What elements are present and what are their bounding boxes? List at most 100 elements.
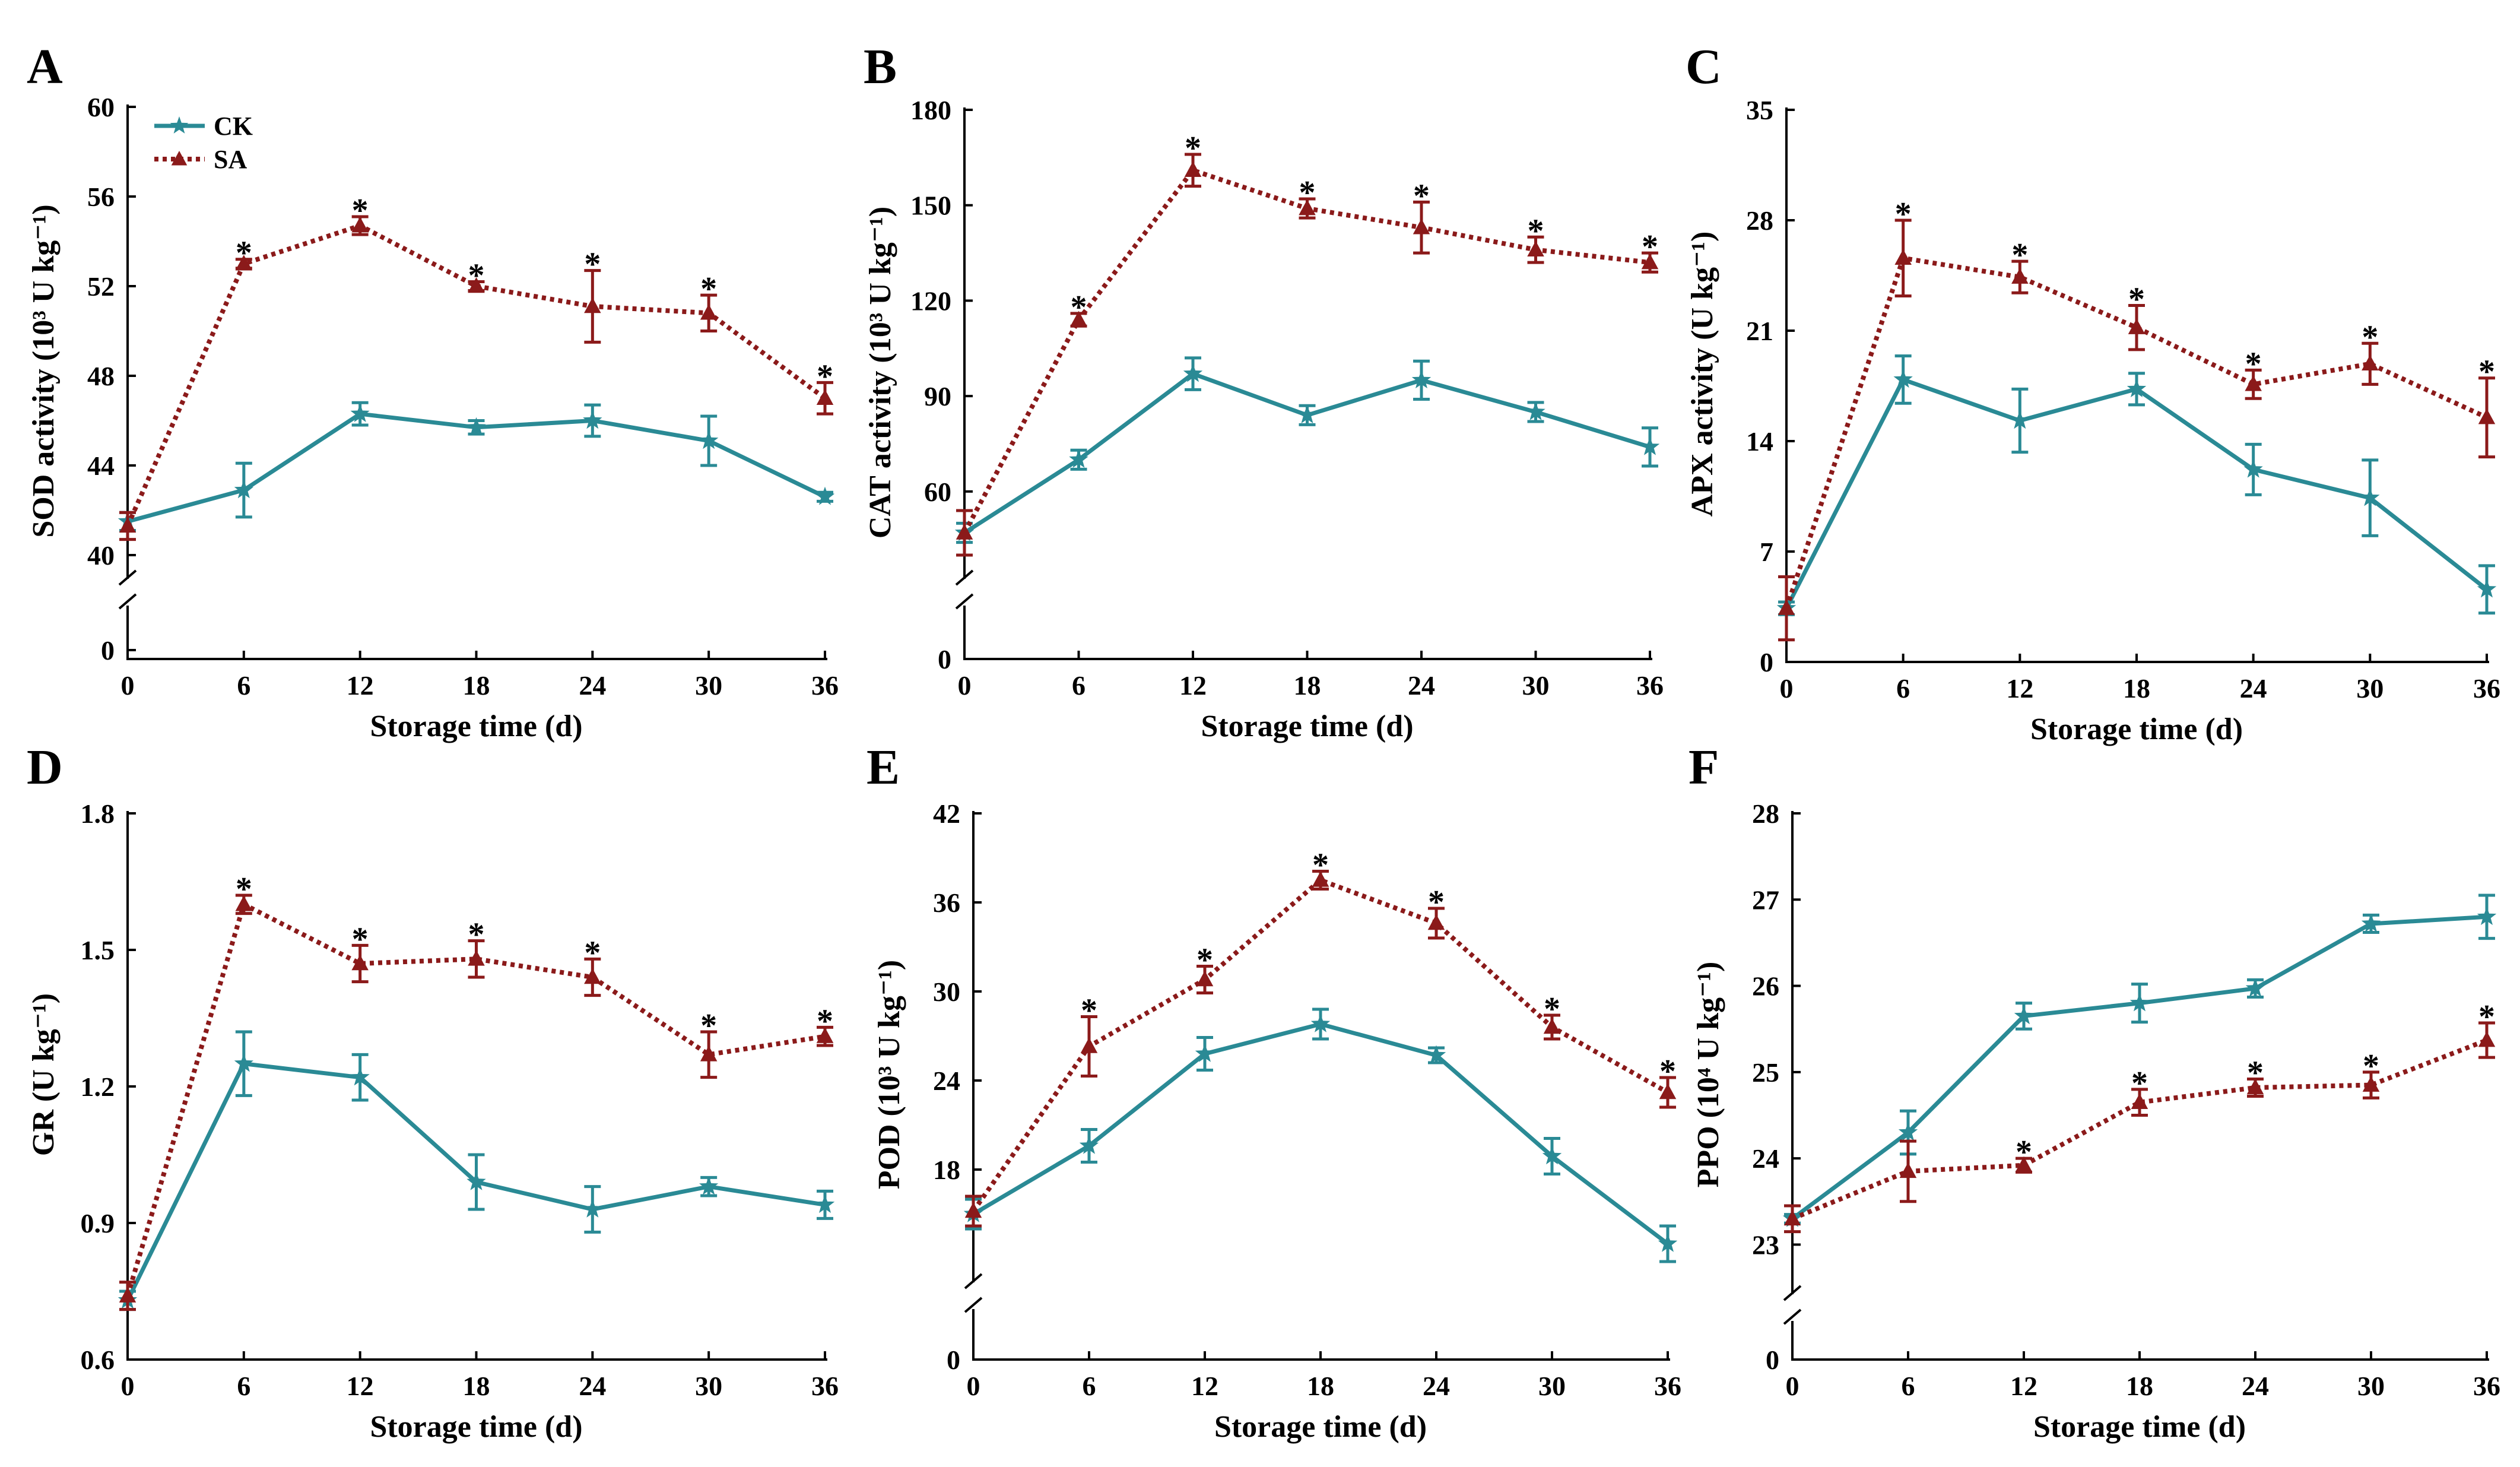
data-point: [956, 524, 973, 540]
data-point: [1413, 218, 1430, 235]
legend-sa-label: SA: [214, 145, 247, 174]
x-tick-label: 6: [1083, 1371, 1096, 1401]
data-point: [1426, 1045, 1446, 1064]
x-tick-label: 0: [121, 1371, 135, 1401]
data-point: [2478, 408, 2496, 424]
data-point: [351, 217, 369, 233]
y-axis-title: APX activity (U kg⁻¹): [1686, 232, 1719, 517]
data-point: [700, 304, 718, 320]
legend-ck-label: CK: [214, 112, 253, 141]
x-tick-label: 6: [1896, 673, 1910, 704]
significance-mark: *: [700, 271, 717, 308]
x-tick-label: 24: [2240, 673, 2267, 704]
significance-mark: *: [1071, 289, 1087, 326]
x-axis-title: Storage time (d): [1201, 709, 1413, 743]
series-sa: [1783, 1021, 2496, 1234]
data-point: [1299, 199, 1316, 216]
x-tick-label: 6: [1072, 670, 1086, 701]
x-tick-label: 36: [1654, 1371, 1681, 1401]
data-point: [234, 480, 253, 499]
data-point: [350, 404, 370, 422]
data-point: [1312, 871, 1329, 887]
y-tick-label: 25: [1752, 1057, 1779, 1088]
x-tick-label: 30: [695, 1371, 722, 1401]
data-point: [1427, 914, 1445, 930]
panel-letter: F: [1689, 740, 1719, 795]
data-point: [583, 410, 602, 429]
data-point: [699, 1176, 719, 1195]
x-tick-label: 6: [1902, 1371, 1915, 1401]
data-point: [1183, 363, 1203, 382]
data-point: [468, 950, 485, 966]
significance-mark: *: [2247, 1054, 2264, 1091]
significance-mark: *: [236, 235, 252, 272]
panel-letter: E: [867, 740, 900, 795]
significance-mark: *: [1196, 942, 1213, 979]
data-point: [1411, 370, 1432, 389]
significance-mark: *: [1659, 1053, 1676, 1090]
panel-letter: B: [864, 39, 897, 94]
chart-panel-D: D 0.6 0.9 1.2 1.5 1.8 0 6 12 18 24 30 36 Storage time…: [27, 740, 839, 1444]
y-tick-label: 0.6: [81, 1345, 115, 1375]
significance-mark: *: [2362, 319, 2378, 356]
data-point: [2361, 914, 2381, 932]
significance-mark: *: [468, 257, 485, 294]
x-tick-label: 30: [1538, 1371, 1566, 1401]
data-point: [1080, 1037, 1098, 1053]
y-tick-label: 56: [87, 182, 115, 212]
data-point: [2010, 410, 2030, 429]
data-point: [816, 1027, 834, 1043]
chart-panel-A: A 0 40 44 48 52 56 60 0 6 12 18 24 30 36 Storage time (…: [27, 39, 839, 743]
axis-break-mark: [955, 569, 974, 586]
data-point: [1640, 436, 1660, 455]
y-tick-label: 52: [87, 271, 115, 302]
y-tick-label: 1.2: [81, 1072, 115, 1102]
x-tick-label: 18: [1294, 670, 1321, 701]
y-tick-label: 180: [910, 95, 951, 125]
y-tick-label: 0.9: [81, 1208, 115, 1238]
x-tick-label: 24: [1423, 1371, 1450, 1401]
x-tick-label: 12: [1179, 670, 1207, 701]
significance-mark: *: [1642, 229, 1658, 265]
series-sa: [1778, 218, 2496, 642]
data-point: [119, 517, 137, 533]
data-point: [1898, 1122, 1918, 1141]
y-tick-label: 28: [1752, 799, 1779, 829]
x-tick-label: 12: [2010, 1371, 2037, 1401]
y-tick-label: 0: [947, 1345, 960, 1375]
data-point: [1893, 369, 1913, 388]
y-axis-title: CAT activity (10³ U kg⁻¹): [864, 207, 897, 538]
data-point: [1195, 1044, 1215, 1062]
data-point: [466, 417, 486, 436]
significance-mark: *: [1299, 175, 1316, 211]
data-point: [583, 1199, 602, 1218]
data-point: [466, 1172, 486, 1190]
y-tick-label: 14: [1746, 426, 1773, 457]
significance-mark: *: [1312, 847, 1329, 884]
significance-mark: *: [700, 1007, 717, 1044]
y-tick-label: 60: [924, 477, 951, 507]
x-axis-title: Storage time (d): [370, 1410, 582, 1444]
significance-mark: *: [2016, 1134, 2032, 1171]
significance-mark: *: [2363, 1048, 2379, 1085]
y-tick-label: 40: [87, 540, 115, 571]
x-axis-title: Storage time (d): [370, 709, 582, 743]
y-tick-label: 48: [87, 361, 115, 391]
significance-mark: *: [817, 358, 833, 395]
data-point: [1899, 1162, 1917, 1178]
x-tick-label: 18: [1307, 1371, 1334, 1401]
data-point: [699, 430, 719, 449]
data-point: [1079, 1136, 1099, 1154]
x-tick-label: 30: [2356, 673, 2383, 704]
y-tick-label: 27: [1752, 885, 1779, 915]
y-tick-label: 23: [1752, 1230, 1779, 1260]
data-point: [964, 1202, 982, 1218]
data-point: [2011, 268, 2029, 284]
y-tick-label: 1.5: [81, 935, 115, 965]
significance-mark: *: [2245, 346, 2262, 382]
y-axis-title: GR (U kg⁻¹): [27, 993, 61, 1156]
data-point: [119, 1287, 137, 1303]
chart-panel-B: B 0 60 90 120 150 180 0 6 12 18 24 30 36 Storage time …: [864, 39, 1664, 743]
x-tick-label: 12: [347, 670, 374, 701]
x-tick-label: 0: [1780, 673, 1794, 704]
